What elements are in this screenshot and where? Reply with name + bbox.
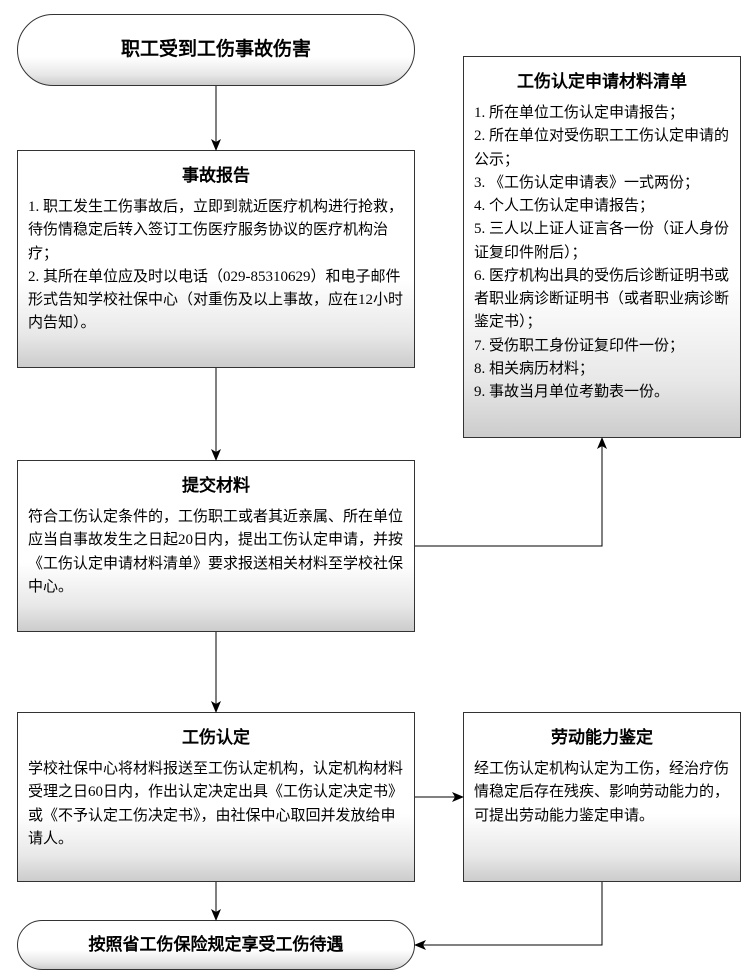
checklist-body: 1. 所在单位工伤认定申请报告；2. 所在单位对受伤职工工伤认定申请的公示；3.… — [464, 98, 740, 414]
checklist-box: 工伤认定申请材料清单 1. 所在单位工伤认定申请报告；2. 所在单位对受伤职工工… — [463, 56, 741, 438]
arrow-assess-to-end — [415, 882, 602, 945]
identify-box: 工伤认定 学校社保中心将材料报送至工伤认定机构，认定机构材料受理之日60日内，作… — [17, 712, 415, 882]
report-title: 事故报告 — [18, 151, 414, 192]
end-title: 按照省工伤保险规定享受工伤待遇 — [89, 933, 344, 957]
assess-box: 劳动能力鉴定 经工伤认定机构认定为工伤，经治疗伤情稳定后存在残疾、影响劳动能力的… — [463, 712, 741, 882]
assess-body: 经工伤认定机构认定为工伤，经治疗伤情稳定后存在残疾、影响劳动能力的，可提出劳动能… — [464, 754, 740, 838]
report-body: 1. 职工发生工伤事故后，立即到就近医疗机构进行抢救，待伤情稳定后转入签订工伤医… — [18, 192, 414, 346]
identify-body: 学校社保中心将材料报送至工伤认定机构，认定机构材料受理之日60日内，作出认定决定… — [18, 754, 414, 861]
identify-title: 工伤认定 — [18, 713, 414, 754]
start-terminator: 职工受到工伤事故伤害 — [17, 14, 415, 86]
submit-box: 提交材料 符合工伤认定条件的，工伤职工或者其近亲属、所在单位应当自事故发生之日起… — [17, 460, 415, 632]
submit-body: 符合工伤认定条件的，工伤职工或者其近亲属、所在单位应当自事故发生之日起20日内，… — [18, 502, 414, 609]
end-terminator: 按照省工伤保险规定享受工伤待遇 — [17, 920, 415, 970]
checklist-title: 工伤认定申请材料清单 — [464, 57, 740, 98]
start-title: 职工受到工伤事故伤害 — [121, 37, 311, 64]
report-box: 事故报告 1. 职工发生工伤事故后，立即到就近医疗机构进行抢救，待伤情稳定后转入… — [17, 150, 415, 368]
assess-title: 劳动能力鉴定 — [464, 713, 740, 754]
arrow-submit-to-checklist — [415, 438, 602, 546]
submit-title: 提交材料 — [18, 461, 414, 502]
